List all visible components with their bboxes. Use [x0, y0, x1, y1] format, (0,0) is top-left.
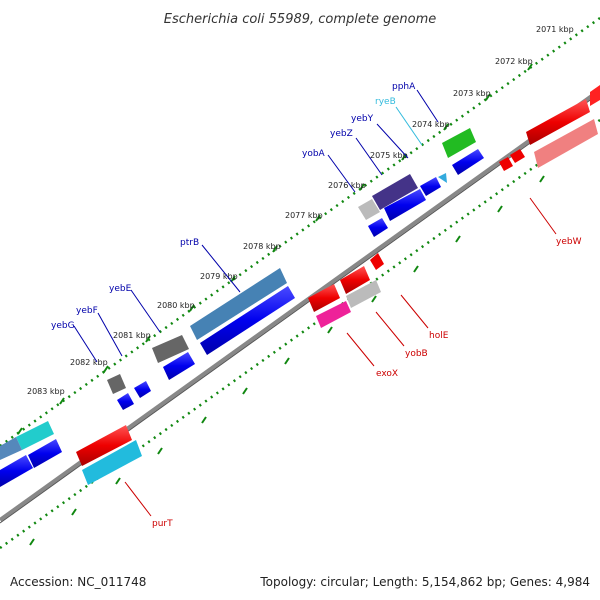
accession-text: Accession: NC_011748 — [10, 575, 146, 589]
label-leader — [395, 106, 423, 146]
gene-label-yobB: yobB — [405, 349, 428, 359]
gene-arrow-ptrB — [190, 268, 287, 340]
gene-arrow — [452, 149, 484, 175]
gene-arrow-exoX — [340, 266, 370, 294]
page-title: Escherichia coli 55989, complete genome — [164, 12, 436, 27]
reverse-gene-labels: yebW holE yobB exoX purT — [124, 197, 582, 529]
kbp-label: 2081 kbp — [113, 331, 151, 340]
gene-label-yebG: yebG — [51, 321, 75, 331]
gene-label-yebY: yebY — [351, 114, 374, 124]
gene-label-yebE: yebE — [109, 284, 132, 294]
forward-gene-labels: pphA ryeB yebY yebZ yobA ptrB yebE yebF … — [51, 82, 439, 363]
gene-label-ryeB: ryeB — [375, 97, 396, 107]
kbp-label: 2079 kbp — [200, 272, 238, 281]
gene-arrow — [372, 174, 418, 210]
label-leader — [327, 154, 356, 193]
gene-arrow — [526, 99, 590, 145]
gene-arrow — [384, 189, 426, 221]
gene-arrow-pphA — [442, 128, 476, 158]
label-leader — [400, 294, 429, 329]
label-leader — [416, 89, 439, 123]
label-leader — [73, 325, 98, 363]
gene-label-pphA: pphA — [392, 82, 416, 92]
kbp-labels: 2071 kbp 2072 kbp 2073 kbp 2074 kbp 2075… — [27, 25, 574, 396]
kbp-label: 2080 kbp — [157, 301, 195, 310]
major-ticks — [17, 63, 545, 546]
gene-arrow — [16, 421, 54, 450]
kbp-label: 2083 kbp — [27, 387, 65, 396]
gene-arrow — [316, 301, 351, 328]
gene-arrow — [370, 253, 384, 270]
gene-label-holE: holE — [429, 331, 449, 341]
gene-arrow — [420, 177, 441, 196]
kbp-label: 2071 kbp — [536, 25, 574, 34]
label-leader — [201, 244, 241, 293]
label-leader — [346, 332, 375, 367]
label-leader — [375, 311, 405, 347]
gene-arrow — [82, 440, 142, 485]
gene-label-yebZ: yebZ — [330, 129, 353, 139]
label-leader — [130, 289, 161, 333]
gene-label-yebF: yebF — [76, 306, 98, 316]
gene-arrow — [499, 157, 513, 171]
gene-arrow — [28, 439, 62, 468]
gene-arrow — [134, 381, 151, 398]
label-leader — [97, 312, 123, 357]
gene-arrow — [117, 393, 134, 410]
gene-arrow — [163, 352, 195, 380]
topology-text: Topology: circular; Length: 5,154,862 bp… — [259, 575, 590, 589]
gene-arrow-ryeB — [438, 173, 447, 183]
kbp-label: 2077 kbp — [285, 211, 323, 220]
gene-arrow-yebE — [152, 335, 189, 363]
kbp-label: 2074 kbp — [412, 120, 450, 129]
gene-arrow — [368, 218, 388, 237]
reverse-strand — [76, 253, 384, 485]
gene-arrow — [0, 455, 33, 487]
label-leader — [529, 197, 557, 235]
gene-arrow-yebF — [107, 374, 126, 394]
gene-arrow — [510, 149, 525, 163]
gene-label-purT: purT — [152, 519, 173, 529]
kbp-label: 2072 kbp — [495, 57, 533, 66]
tick-ruler-upper — [0, 16, 600, 448]
gene-arrow — [358, 199, 380, 220]
forward-strand — [0, 85, 600, 487]
label-leader — [376, 123, 409, 159]
gene-arrow — [200, 286, 295, 355]
kbp-label: 2075 kbp — [370, 151, 408, 160]
gene-arrow — [308, 284, 340, 312]
label-leader — [124, 481, 152, 517]
gene-arrow-yobB — [346, 280, 381, 308]
gene-arrow — [534, 119, 598, 168]
label-leader — [355, 137, 383, 176]
kbp-label: 2078 kbp — [243, 242, 281, 251]
gene-label-ptrB: ptrB — [180, 238, 199, 248]
gene-label-yobA: yobA — [302, 149, 326, 159]
gene-arrow — [0, 437, 22, 460]
gene-label-exoX: exoX — [376, 369, 398, 379]
kbp-label: 2082 kbp — [70, 358, 108, 367]
gene-label-yebW: yebW — [556, 237, 582, 247]
gene-arrow — [590, 85, 600, 106]
kbp-label: 2073 kbp — [453, 89, 491, 98]
kbp-label: 2076 kbp — [328, 181, 366, 190]
gene-arrow-purT — [76, 425, 132, 466]
